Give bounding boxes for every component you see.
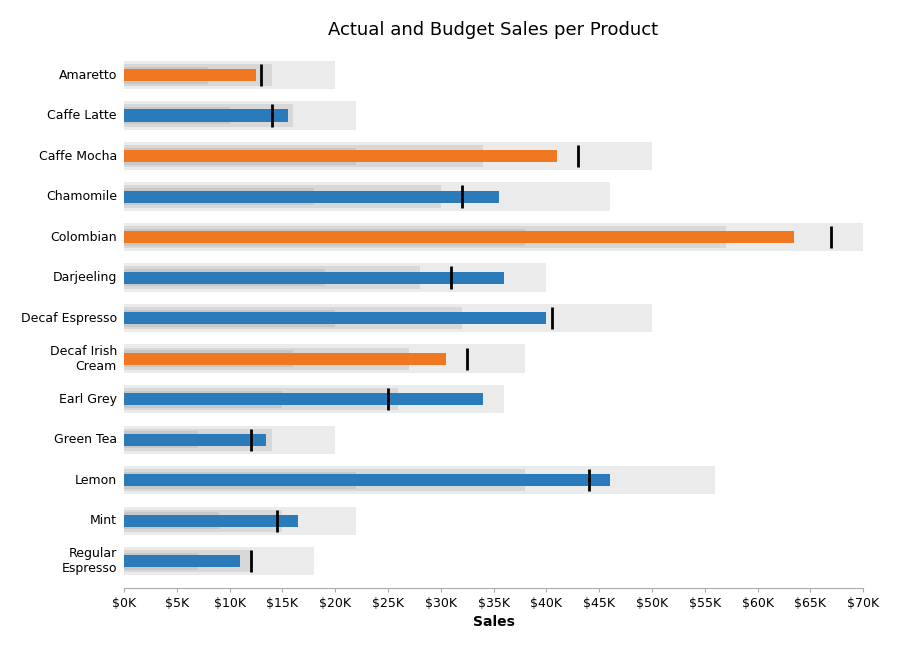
Bar <box>124 309 335 327</box>
Bar <box>124 223 863 252</box>
Bar <box>124 547 314 575</box>
Bar <box>124 472 356 489</box>
Bar <box>124 105 292 127</box>
Bar <box>124 391 283 408</box>
Bar <box>124 272 504 283</box>
Bar <box>124 466 716 495</box>
Bar <box>124 109 288 122</box>
Bar <box>124 145 483 167</box>
Bar <box>124 107 230 124</box>
Bar <box>124 474 609 486</box>
Bar <box>124 388 399 410</box>
Bar <box>124 226 725 248</box>
Bar <box>124 263 546 292</box>
Bar <box>124 185 441 208</box>
Bar <box>124 515 298 527</box>
Bar <box>124 183 609 211</box>
Title: Actual and Budget Sales per Product: Actual and Budget Sales per Product <box>328 21 659 39</box>
Bar <box>124 66 209 84</box>
Bar <box>124 506 356 535</box>
Bar <box>124 385 504 413</box>
Bar <box>124 348 409 370</box>
Bar <box>124 307 462 330</box>
Bar <box>124 426 335 454</box>
Bar <box>124 428 272 451</box>
Bar <box>124 350 292 367</box>
Bar <box>124 229 526 246</box>
Bar <box>124 469 526 491</box>
Bar <box>124 304 652 332</box>
Bar <box>124 269 325 286</box>
Bar <box>124 434 266 446</box>
Bar <box>124 510 283 532</box>
Bar <box>124 555 240 567</box>
Bar <box>124 231 795 243</box>
X-axis label: Sales: Sales <box>472 615 515 629</box>
Bar <box>124 393 483 405</box>
Bar <box>124 142 652 170</box>
Bar <box>124 512 219 529</box>
Bar <box>124 64 272 86</box>
Bar <box>124 150 557 162</box>
Bar <box>124 190 499 203</box>
Bar <box>124 101 356 130</box>
Bar <box>124 312 546 324</box>
Bar <box>124 61 335 89</box>
Bar <box>124 344 526 373</box>
Bar <box>124 148 356 164</box>
Bar <box>124 431 198 448</box>
Bar <box>124 550 250 573</box>
Bar <box>124 266 419 289</box>
Bar <box>124 188 314 205</box>
Bar <box>124 352 446 365</box>
Bar <box>124 552 198 570</box>
Bar <box>124 69 256 81</box>
